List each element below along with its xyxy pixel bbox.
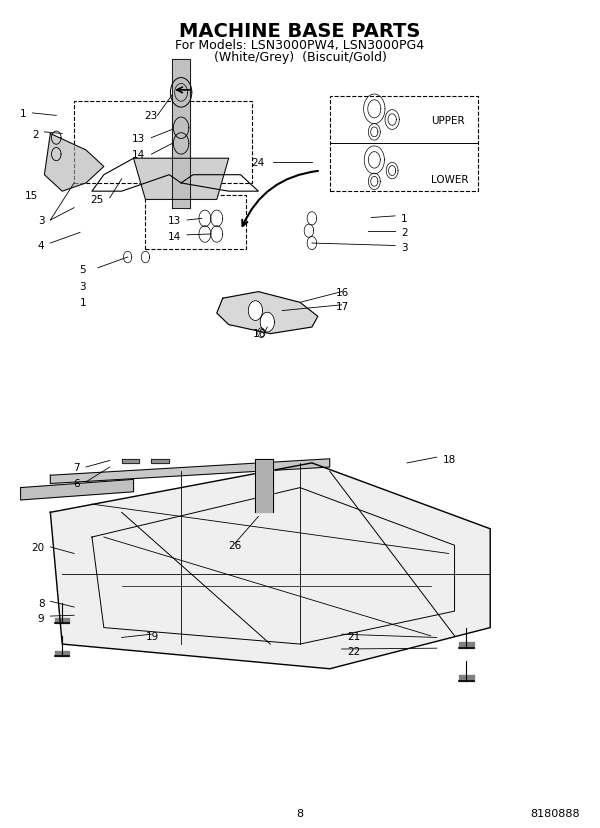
Text: 20: 20	[31, 542, 44, 552]
Polygon shape	[44, 134, 104, 192]
Text: 8: 8	[38, 598, 44, 608]
Text: 19: 19	[145, 631, 158, 641]
Text: 2: 2	[32, 129, 38, 139]
Bar	[145, 196, 247, 249]
Polygon shape	[217, 292, 318, 335]
Polygon shape	[260, 313, 274, 333]
Polygon shape	[122, 460, 139, 464]
Text: For Models: LSN3000PW4, LSN3000PG4: For Models: LSN3000PW4, LSN3000PG4	[175, 39, 425, 52]
Text: 1: 1	[79, 298, 86, 308]
Text: MACHINE BASE PARTS: MACHINE BASE PARTS	[179, 22, 421, 41]
Text: 15: 15	[25, 191, 38, 201]
Text: 24: 24	[251, 158, 265, 168]
Polygon shape	[20, 479, 134, 500]
Text: 13: 13	[132, 133, 145, 143]
Text: (White/Grey)  (Biscuit/Gold): (White/Grey) (Biscuit/Gold)	[214, 51, 386, 64]
Bar	[74, 102, 253, 184]
Text: 3: 3	[79, 282, 86, 291]
Text: UPPER: UPPER	[431, 116, 464, 126]
Polygon shape	[248, 301, 263, 321]
Text: 17: 17	[335, 302, 349, 312]
Polygon shape	[134, 159, 229, 200]
Text: LOWER: LOWER	[431, 175, 468, 185]
Text: 3: 3	[401, 243, 407, 253]
Text: 18: 18	[443, 455, 456, 465]
Polygon shape	[151, 460, 169, 464]
Text: 1: 1	[20, 108, 26, 118]
Text: 26: 26	[229, 541, 242, 551]
Bar	[330, 98, 478, 192]
Text: 1: 1	[401, 214, 407, 224]
Polygon shape	[50, 464, 490, 669]
Text: 13: 13	[168, 216, 181, 226]
Text: 7: 7	[73, 463, 80, 473]
Text: 16: 16	[335, 287, 349, 297]
Text: 4: 4	[38, 240, 44, 250]
Text: 8180888: 8180888	[530, 808, 580, 818]
Polygon shape	[50, 460, 330, 484]
Text: 16: 16	[253, 329, 266, 339]
Text: 6: 6	[73, 479, 80, 489]
Text: 21: 21	[347, 631, 361, 641]
Text: 14: 14	[132, 150, 145, 160]
Text: 23: 23	[144, 110, 157, 120]
Text: 2: 2	[401, 228, 407, 238]
Text: 5: 5	[79, 265, 86, 275]
Text: 14: 14	[168, 232, 181, 242]
Text: 3: 3	[38, 216, 44, 226]
Text: 22: 22	[347, 646, 361, 656]
Text: 9: 9	[38, 613, 44, 623]
Text: 25: 25	[91, 195, 104, 205]
Text: 8: 8	[296, 808, 304, 818]
